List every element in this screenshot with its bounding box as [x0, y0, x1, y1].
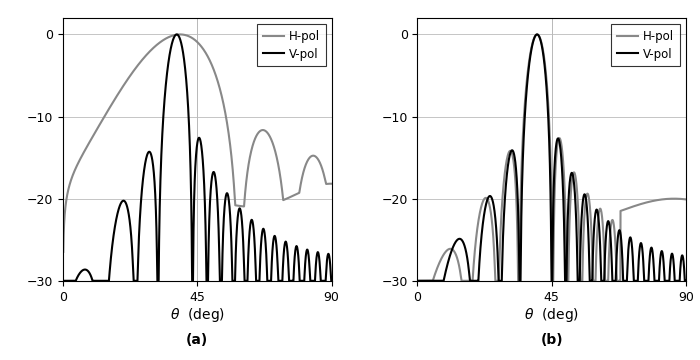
X-axis label: $\theta$  (deg): $\theta$ (deg) [169, 306, 225, 324]
H-pol [106, 105, 114, 110]
H-pol [59, 250, 67, 254]
Legend: H-pol, V-pol: H-pol, V-pol [611, 24, 680, 67]
V-pol [444, 259, 453, 263]
V-pol [174, 33, 182, 37]
H-pol [528, 42, 536, 46]
Text: (b): (b) [540, 333, 563, 347]
H-pol [648, 199, 656, 203]
H-pol [460, 279, 468, 283]
H-pol [517, 196, 525, 201]
V-pol [533, 32, 541, 37]
Line: V-pol: V-pol [63, 35, 332, 281]
V-pol [328, 279, 336, 283]
V-pol [682, 279, 690, 283]
V-pol [414, 279, 422, 283]
Legend: H-pol, V-pol: H-pol, V-pol [257, 24, 326, 67]
Line: H-pol: H-pol [63, 35, 332, 252]
H-pol [322, 182, 330, 186]
V-pol [59, 279, 67, 283]
Line: H-pol: H-pol [418, 35, 686, 281]
H-pol [444, 247, 453, 252]
H-pol [293, 192, 302, 196]
V-pol [517, 270, 525, 275]
H-pol [677, 197, 685, 201]
H-pol [533, 32, 541, 37]
V-pol [648, 246, 656, 251]
V-pol [90, 279, 98, 283]
Text: (a): (a) [186, 333, 209, 347]
V-pol [677, 260, 685, 265]
Line: V-pol: V-pol [418, 35, 686, 281]
H-pol [682, 197, 690, 202]
V-pol [322, 266, 330, 270]
H-pol [414, 279, 422, 283]
V-pol [106, 268, 114, 272]
V-pol [293, 247, 302, 251]
H-pol [90, 132, 98, 137]
H-pol [162, 36, 170, 41]
V-pol [162, 79, 170, 84]
V-pol [172, 32, 181, 37]
H-pol [174, 32, 182, 37]
H-pol [328, 181, 336, 186]
V-pol [528, 43, 536, 48]
V-pol [460, 243, 468, 247]
X-axis label: $\theta$  (deg): $\theta$ (deg) [524, 306, 580, 324]
H-pol [176, 32, 184, 37]
